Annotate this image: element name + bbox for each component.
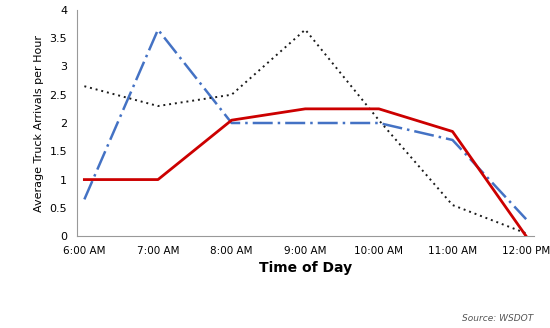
X-axis label: Time of Day: Time of Day [258, 261, 352, 276]
Legend: Urban, Suburban, Rural: Urban, Suburban, Rural [130, 325, 408, 328]
Text: Source: WSDOT: Source: WSDOT [462, 314, 534, 323]
Y-axis label: Average Truck Arrivals per Hour: Average Truck Arrivals per Hour [34, 34, 44, 212]
